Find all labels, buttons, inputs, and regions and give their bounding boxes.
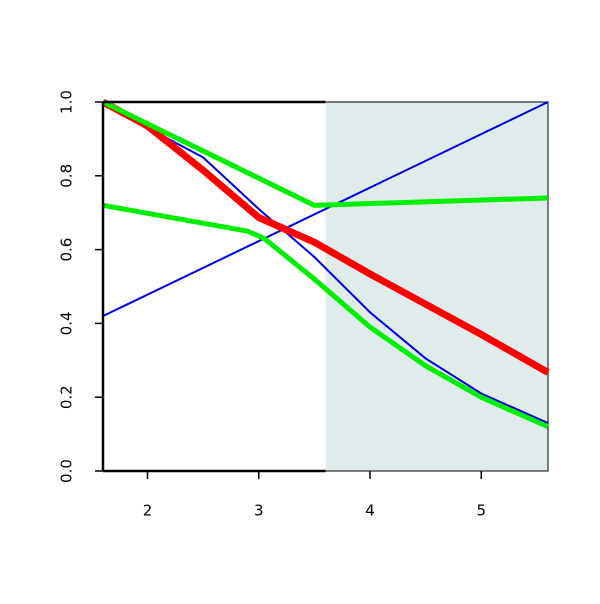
line — [101, 99, 549, 208]
line — [102, 202, 550, 430]
y-tick-label: 0.2 — [58, 385, 76, 409]
x-tick-label: 4 — [365, 502, 375, 520]
y-tick-label: 0.6 — [58, 238, 76, 262]
y-tick-label: 0.0 — [58, 459, 76, 483]
shaded-region — [325, 102, 548, 471]
line — [101, 98, 550, 376]
x-tick-label: 5 — [476, 502, 486, 520]
y-tick-label: 1.0 — [58, 90, 76, 114]
line — [102, 101, 549, 317]
y-tick-label: 0.8 — [58, 164, 76, 188]
y-tick-label: 0.4 — [58, 311, 76, 335]
x-tick-label: 2 — [143, 502, 153, 520]
x-tick-label: 3 — [254, 502, 264, 520]
